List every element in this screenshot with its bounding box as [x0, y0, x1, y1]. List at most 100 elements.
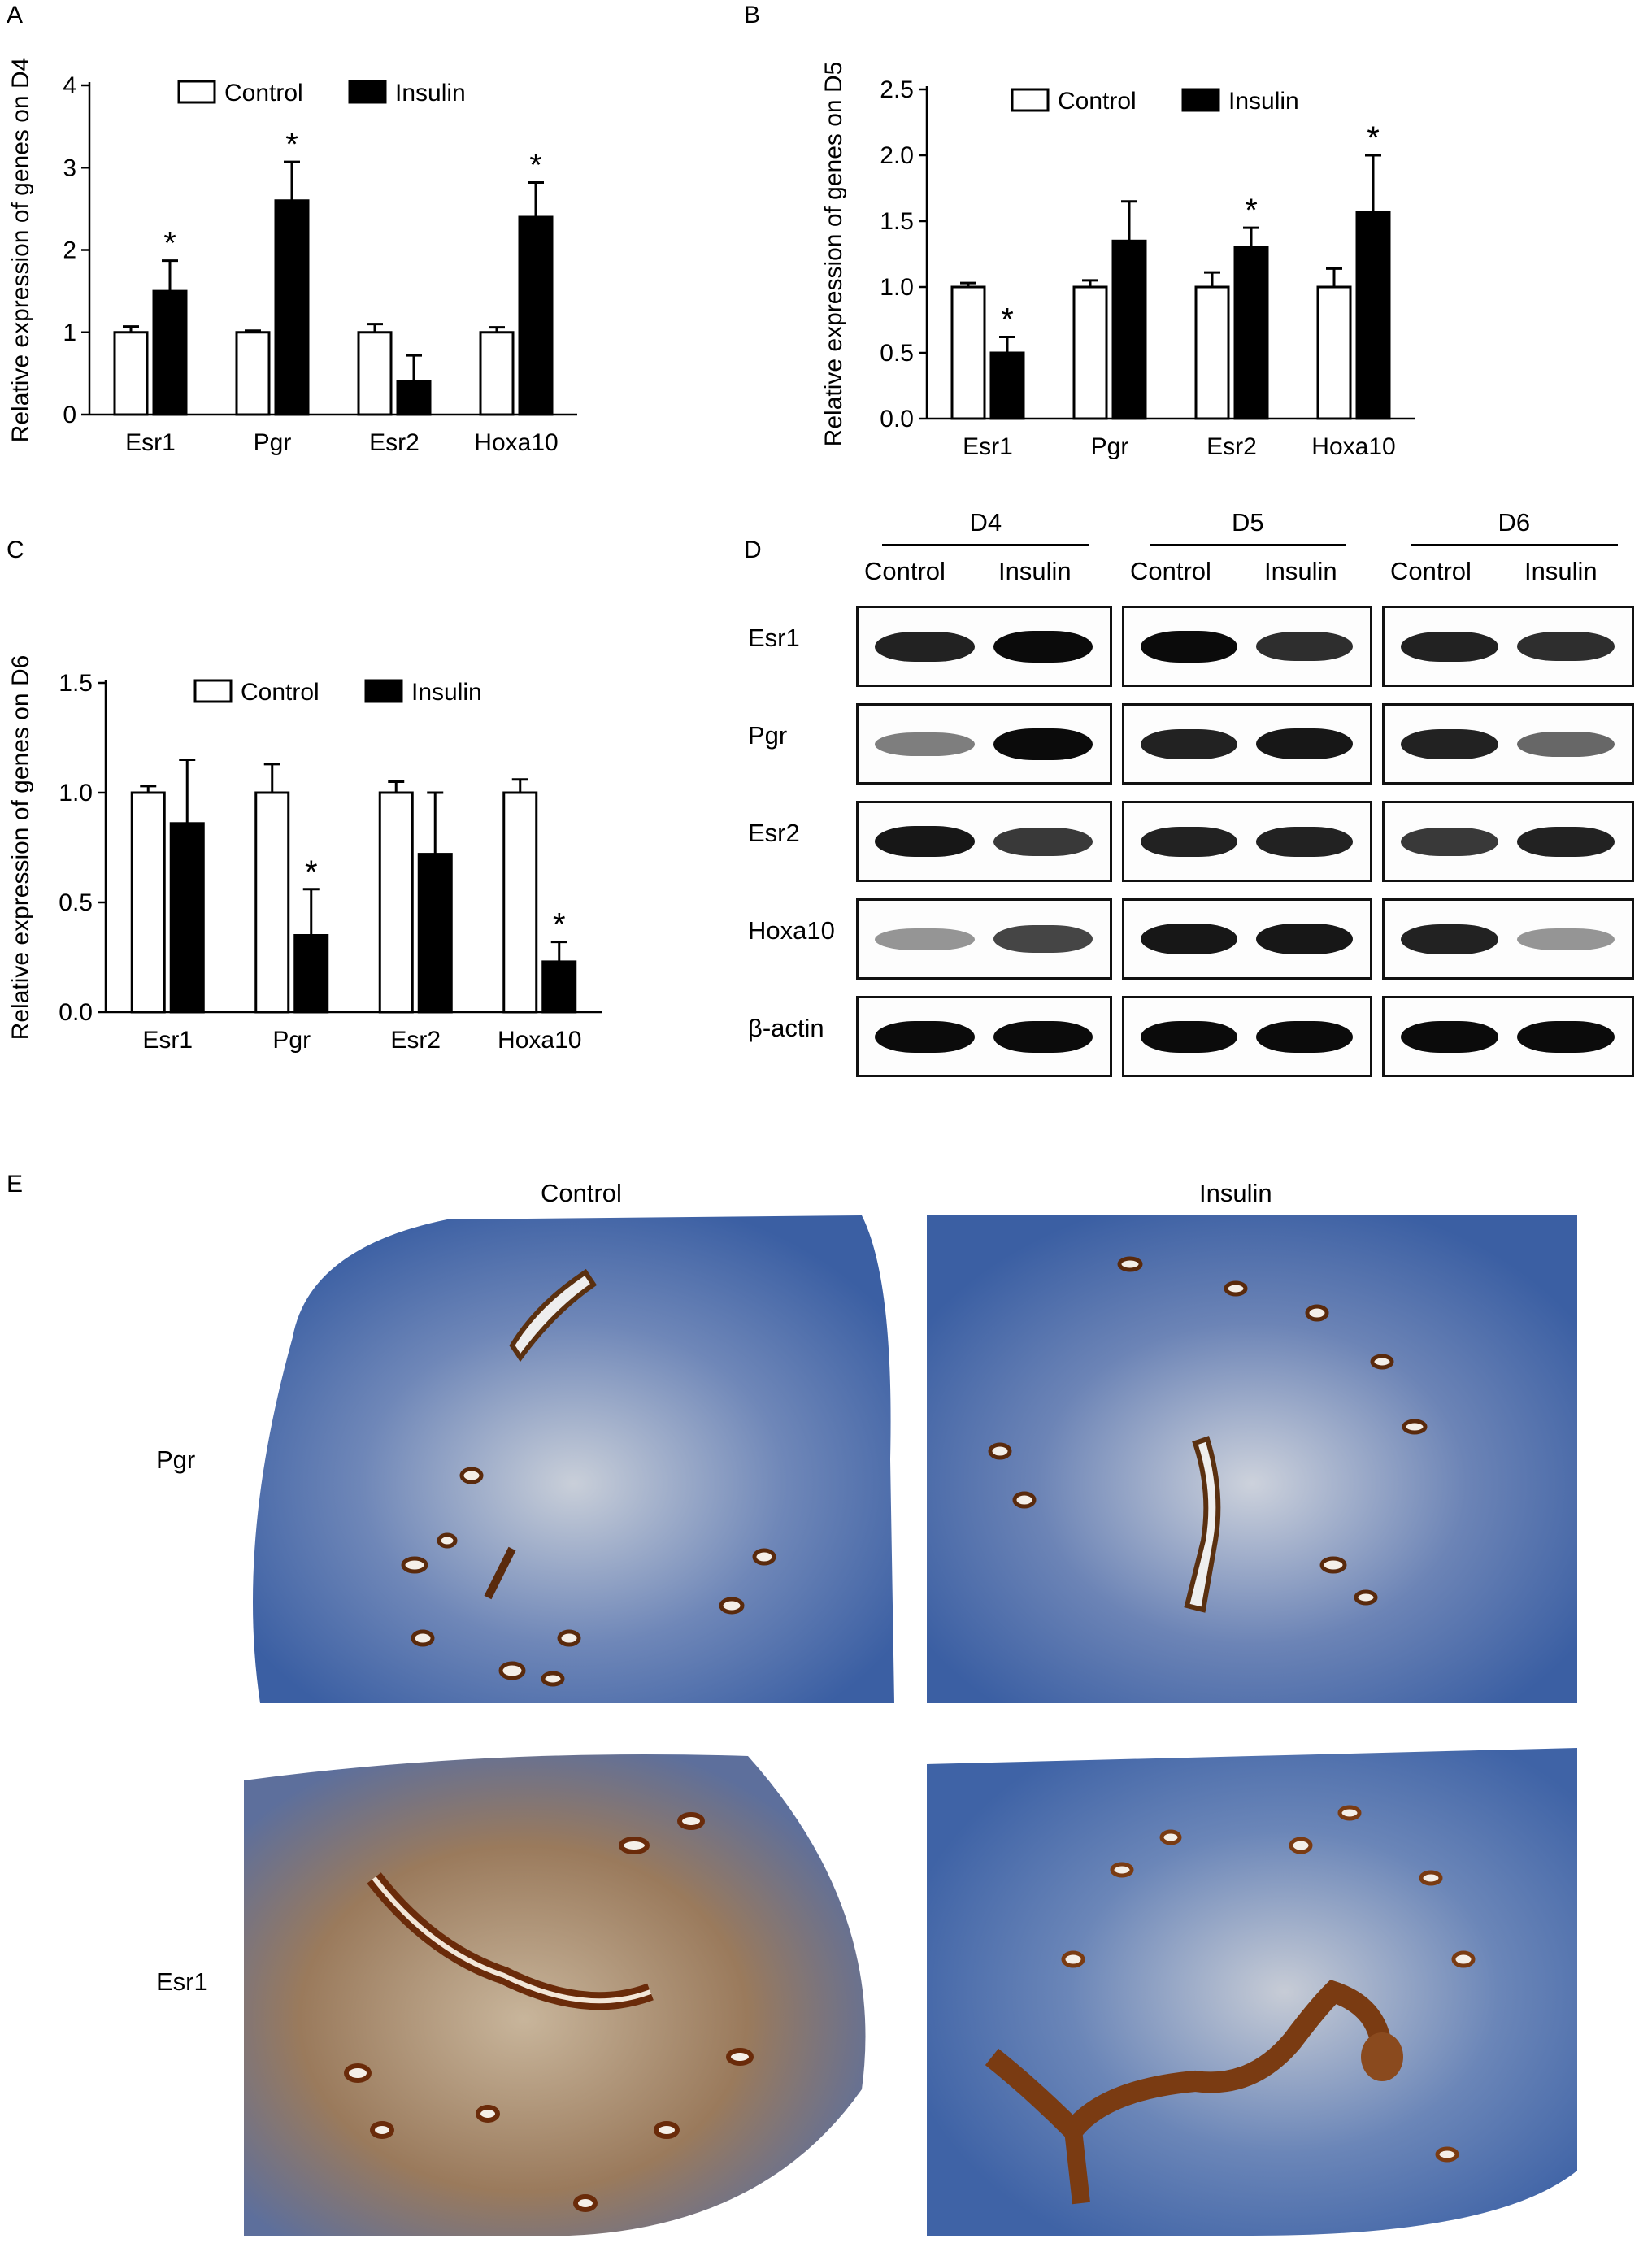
bar-control — [378, 791, 414, 1014]
legend: Control Insulin — [193, 679, 482, 706]
legend-swatch-control — [193, 679, 233, 703]
blot-box — [1122, 703, 1372, 785]
blot-band — [1256, 826, 1353, 857]
blot-condition-control: Control — [864, 557, 946, 585]
blot-day-label: D5 — [1232, 508, 1264, 537]
blot-day-label: D6 — [1498, 508, 1531, 537]
blot-band — [1256, 1020, 1353, 1053]
bar-insulin — [518, 215, 554, 416]
ihc-column-insulin: Insulin — [1199, 1179, 1272, 1207]
ihc-row-pgr: Pgr — [156, 1445, 196, 1474]
bar-insulin — [152, 289, 188, 416]
blot-band — [1517, 731, 1615, 757]
x-tick-label: Esr1 — [142, 1027, 193, 1054]
blot-box — [856, 801, 1112, 882]
x-tick-label: Hoxa10 — [474, 429, 558, 456]
blot-band — [1401, 1020, 1498, 1053]
bar-control — [357, 331, 393, 416]
legend-label-insulin: Insulin — [395, 80, 466, 106]
bar-control — [502, 791, 538, 1014]
bar-chart-d5: 0.0 0.5 1.0 1.5 2.0 2.5 Relative expression of… — [820, 62, 1415, 460]
bar-insulin — [274, 199, 310, 416]
bar-control — [1194, 285, 1230, 420]
blot-band — [875, 826, 975, 857]
bar-chart-d6: 0.0 0.5 1.0 1.5 Relative expression of genes… — [7, 655, 602, 1054]
blot-band — [1256, 924, 1353, 954]
blot-box — [1122, 996, 1372, 1077]
blot-band — [993, 925, 1093, 953]
blot-band — [993, 1020, 1093, 1053]
blot-band — [1401, 728, 1498, 759]
legend-swatch-control — [1011, 88, 1050, 112]
y-tick-label: 3 — [63, 154, 76, 181]
y-tick-label: 0.0 — [880, 406, 914, 433]
blot-band — [1256, 632, 1353, 661]
blot-box — [1122, 801, 1372, 882]
bar-control — [113, 331, 149, 416]
legend-label-control: Control — [241, 679, 320, 706]
blot-band — [1141, 826, 1237, 857]
legend-label-control: Control — [224, 80, 303, 106]
ihc-image-esr1-insulin — [927, 1748, 1577, 2236]
chart-body: 0.0 0.5 1.0 1.5 Relative expression of genes… — [7, 655, 602, 1054]
legend-swatch-insulin — [364, 679, 403, 703]
legend-label-insulin: Insulin — [411, 679, 482, 706]
y-tick-label: 0.0 — [59, 999, 93, 1026]
blot-day-divider — [882, 544, 1089, 546]
chart-body: 0.0 0.5 1.0 1.5 2.0 2.5 Relative expression of… — [820, 62, 1415, 460]
legend: Control Insulin — [1011, 88, 1299, 115]
bar-insulin — [541, 960, 577, 1014]
y-tick-label: 1.5 — [59, 670, 93, 697]
bar-insulin — [417, 853, 453, 1014]
bar-chart-d4: 0 1 2 3 4 Relative expression of genes on D4 *… — [7, 58, 577, 456]
blot-condition-control: Control — [1390, 557, 1472, 585]
blot-band — [1517, 826, 1615, 857]
blot-day-divider — [1150, 544, 1346, 546]
blot-band — [875, 631, 975, 662]
panel-label-b: B — [744, 2, 761, 28]
ihc-image-pgr-control — [244, 1215, 894, 1703]
x-tick-label: Esr2 — [369, 429, 420, 456]
blot-band — [1256, 728, 1353, 759]
blot-band — [1141, 924, 1237, 954]
legend-swatch-control — [177, 80, 216, 104]
x-tick-label: Pgr — [1091, 433, 1129, 460]
legend-label-insulin: Insulin — [1228, 88, 1299, 115]
y-axis-label: Relative expression of genes on D5 — [820, 62, 847, 447]
blot-box — [1382, 703, 1634, 785]
ihc-image-pgr-insulin — [927, 1215, 1577, 1703]
bar-control — [254, 791, 290, 1014]
blot-band — [1517, 1020, 1615, 1053]
bar-insulin — [396, 380, 432, 416]
significance-star: * — [285, 127, 298, 163]
blot-band — [1401, 924, 1498, 954]
blot-box — [1382, 898, 1634, 980]
blot-protein-label: Esr2 — [748, 819, 800, 847]
x-tick-label: Pgr — [272, 1027, 311, 1054]
y-tick-label: 0 — [63, 402, 76, 428]
blot-box — [1122, 898, 1372, 980]
y-tick-label: 1.0 — [880, 274, 914, 301]
bar-insulin — [1111, 239, 1147, 420]
x-tick-label: Esr2 — [1206, 433, 1257, 460]
blot-box — [856, 703, 1112, 785]
blot-condition-insulin: Insulin — [998, 557, 1072, 585]
bar-control — [130, 791, 166, 1014]
legend-swatch-insulin — [1181, 88, 1220, 112]
panel-label-d: D — [744, 537, 762, 563]
significance-star: * — [1245, 193, 1258, 228]
legend-swatch-insulin — [348, 80, 387, 104]
bar-control — [1072, 285, 1108, 420]
blot-box — [856, 898, 1112, 980]
blot-box — [1382, 606, 1634, 687]
significance-star: * — [1367, 120, 1380, 156]
blot-band — [1517, 928, 1615, 950]
blot-band — [875, 1020, 975, 1053]
x-tick-label: Esr1 — [963, 433, 1013, 460]
x-tick-label: Hoxa10 — [498, 1027, 581, 1054]
blot-box — [1382, 996, 1634, 1077]
significance-star: * — [305, 854, 318, 890]
significance-star: * — [1001, 302, 1014, 338]
y-tick-label: 2 — [63, 237, 76, 264]
panel-label-e: E — [7, 1171, 24, 1198]
